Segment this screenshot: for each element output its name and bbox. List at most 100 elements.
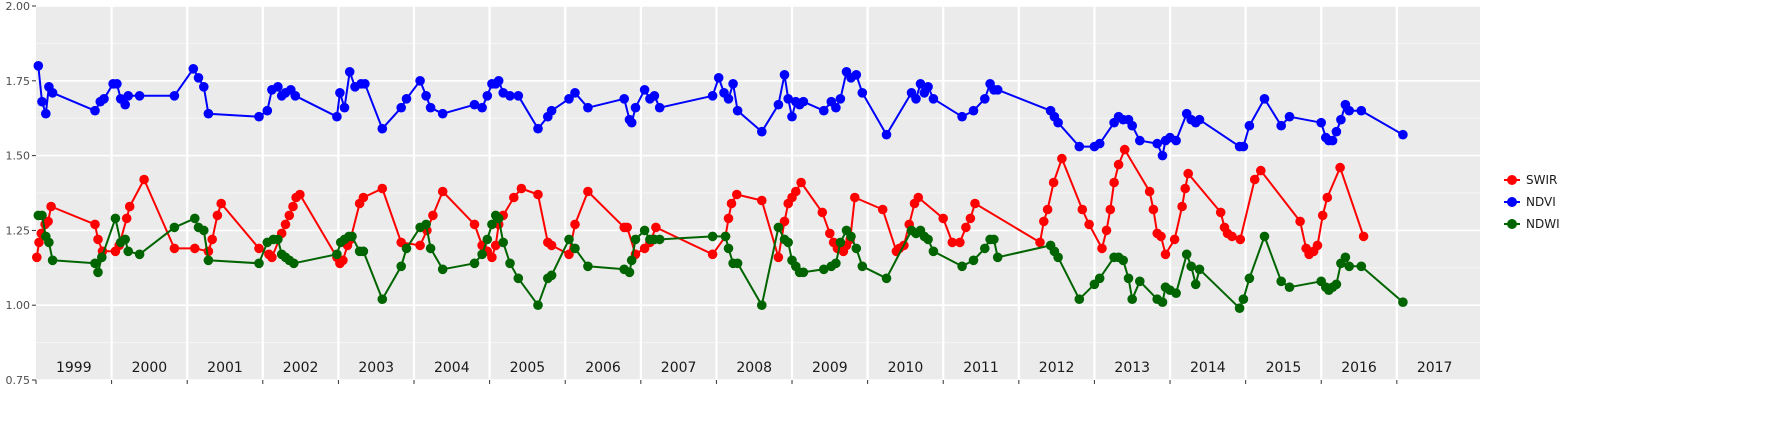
- data-point-ndwi: [1284, 282, 1295, 293]
- data-point-swir: [1227, 231, 1237, 242]
- data-point-ndvi: [1316, 117, 1326, 128]
- data-point-ndwi: [493, 213, 504, 224]
- data-point-ndvi: [505, 91, 515, 101]
- year-label: 2012: [1039, 360, 1075, 376]
- data-point-ndwi: [477, 249, 487, 260]
- data-point-swir: [1084, 219, 1094, 230]
- legend-label-ndwi: NDWI: [1526, 217, 1560, 231]
- data-point-ndvi: [639, 85, 650, 95]
- data-point-ndwi: [1074, 294, 1085, 305]
- data-point-ndwi: [1356, 261, 1367, 272]
- data-point-ndwi: [1234, 303, 1245, 314]
- data-point-swir: [516, 183, 527, 194]
- data-point-swir: [93, 234, 103, 245]
- data-point-swir: [1119, 144, 1130, 155]
- data-point-ndwi: [624, 267, 635, 278]
- data-point-ndvi: [857, 88, 868, 98]
- data-point-ndwi: [881, 273, 892, 284]
- data-point-ndvi: [188, 64, 199, 74]
- data-point-swir: [1097, 243, 1107, 254]
- data-point-ndvi: [819, 105, 829, 116]
- data-point-swir: [358, 192, 369, 203]
- data-point-swir: [1235, 234, 1246, 245]
- year-label: 2015: [1266, 360, 1302, 376]
- data-point-ndwi: [90, 258, 100, 269]
- data-point-swir: [437, 186, 448, 197]
- legend-key-marker: [1507, 197, 1517, 207]
- data-point-ndvi: [203, 108, 214, 119]
- data-point-ndvi: [851, 70, 862, 80]
- year-label: 2006: [585, 360, 621, 376]
- data-point-swir: [169, 243, 180, 254]
- data-point-ndwi: [980, 243, 990, 254]
- data-point-ndwi: [498, 237, 509, 248]
- year-label: 2009: [812, 360, 848, 376]
- data-point-ndwi: [1340, 252, 1351, 263]
- data-point-ndwi: [1118, 255, 1128, 266]
- data-point-swir: [295, 189, 305, 200]
- data-point-ndvi: [339, 102, 350, 113]
- data-point-swir: [570, 219, 580, 230]
- data-point-ndvi: [344, 67, 355, 77]
- data-point-ndvi: [90, 105, 100, 116]
- data-point-ndwi: [120, 234, 130, 245]
- data-point-swir: [1144, 186, 1155, 197]
- data-point-ndvi: [723, 94, 734, 104]
- data-point-ndvi: [1171, 135, 1181, 146]
- data-point-swir: [961, 222, 971, 233]
- data-point-ndwi: [654, 234, 665, 245]
- data-point-ndvi: [477, 102, 487, 113]
- data-point-swir: [1109, 177, 1119, 188]
- data-point-swir: [288, 201, 298, 212]
- data-point-ndvi: [1331, 126, 1342, 137]
- y-tick-label: 1.25: [6, 224, 31, 237]
- data-point-ndwi: [513, 273, 524, 284]
- data-point-ndvi: [1127, 120, 1137, 131]
- data-point-ndvi: [1152, 138, 1162, 149]
- data-point-swir: [1249, 174, 1260, 185]
- data-point-ndwi: [1259, 231, 1270, 242]
- data-point-ndvi: [493, 76, 504, 86]
- data-point-ndvi: [273, 82, 283, 92]
- data-point-ndwi: [199, 225, 209, 236]
- data-point-ndvi: [1276, 120, 1286, 131]
- data-point-ndwi: [583, 261, 593, 272]
- data-point-ndvi: [783, 94, 793, 104]
- data-point-swir: [1035, 237, 1045, 248]
- data-point-ndvi: [831, 102, 841, 113]
- data-point-swir: [284, 210, 295, 221]
- data-point-ndwi: [851, 243, 862, 254]
- data-point-ndwi: [757, 300, 767, 311]
- year-label: 2001: [207, 360, 243, 376]
- data-point-swir: [216, 198, 226, 209]
- data-point-ndvi: [881, 129, 892, 140]
- data-point-ndwi: [289, 258, 299, 269]
- data-point-ndwi: [425, 243, 436, 254]
- legend-label-ndvi: NDVI: [1526, 195, 1556, 209]
- year-label: 2007: [661, 360, 697, 376]
- data-point-ndvi: [482, 91, 493, 101]
- data-point-ndvi: [199, 82, 209, 92]
- data-point-ndwi: [720, 231, 731, 242]
- data-point-swir: [877, 204, 888, 215]
- data-point-swir: [970, 198, 980, 209]
- data-point-ndwi: [469, 258, 480, 269]
- data-point-ndwi: [482, 234, 493, 245]
- data-point-swir: [1256, 165, 1266, 176]
- data-point-ndvi: [120, 99, 130, 110]
- data-point-swir: [415, 240, 425, 251]
- data-point-ndwi: [190, 213, 200, 224]
- data-point-swir: [779, 216, 790, 227]
- data-point-ndwi: [835, 237, 846, 248]
- data-point-ndvi: [928, 94, 939, 104]
- year-label: 2000: [132, 360, 168, 376]
- data-point-ndvi: [654, 102, 665, 113]
- data-point-ndvi: [570, 88, 580, 98]
- data-point-ndvi: [290, 91, 301, 101]
- y-tick-label: 1.50: [6, 150, 31, 163]
- data-point-ndwi: [630, 234, 641, 245]
- data-point-ndwi: [1186, 261, 1196, 272]
- legend-key-marker: [1507, 175, 1517, 185]
- data-point-swir: [757, 195, 767, 206]
- data-point-swir: [564, 249, 574, 260]
